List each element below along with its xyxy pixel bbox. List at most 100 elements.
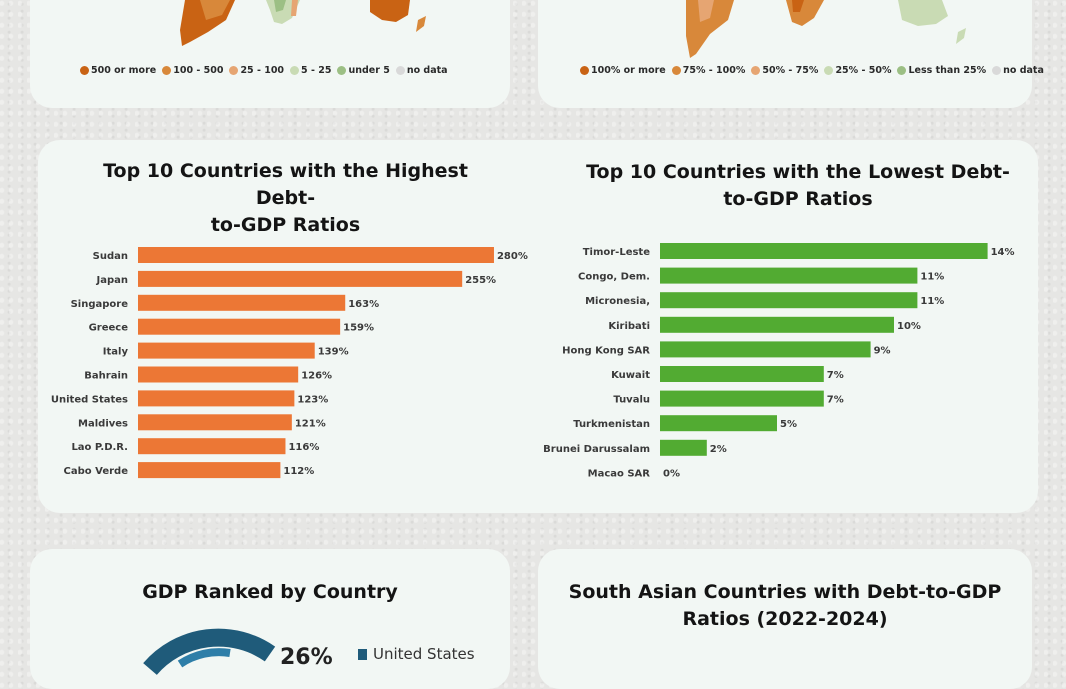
gdp-map-legend-item: 25 - 100: [229, 65, 284, 76]
debt-map-legend-swatch: [671, 66, 681, 75]
gdp-map-australia: [370, 0, 410, 22]
gdp-map-legend-label: 25 - 100: [240, 65, 285, 76]
highest-category-label: Bahrain: [84, 371, 128, 382]
debt-map-legend-item: Less than 25%: [897, 65, 986, 76]
gdp-map-legend-swatch: [229, 66, 239, 75]
lowest-category-label: Turkmenistan: [573, 419, 650, 430]
lowest-debt-bar-chart: Timor-Leste 14% Congo, Dem. 11% Micronesia, 1…: [543, 243, 1015, 479]
debt-map-africa-region: [792, 0, 804, 12]
highest-category-label: Cabo Verde: [64, 466, 129, 477]
south-asia-card: South Asian Countries with Debt-to-GDP Ra…: [538, 549, 1032, 689]
lowest-bar: [660, 243, 988, 259]
lowest-category-label: Timor-Leste: [583, 247, 651, 258]
debt-map-south-america: [686, 0, 734, 58]
gdp-map-legend-swatch: [337, 66, 347, 75]
gdp-map-legend-swatch: [80, 66, 89, 75]
gdp-map-legend-item: under 5: [337, 65, 390, 76]
lowest-chart-title: Top 10 Countries with the Lowest Debt-to…: [586, 161, 1010, 210]
lowest-category-label: Congo, Dem.: [578, 272, 650, 283]
highest-debt-bar-chart: Sudan 280% Japan 255% Singapore 163% Greece 159…: [51, 247, 528, 479]
gdp-map-legend-label: no data: [406, 65, 448, 76]
gdp-map-legend-item: no data: [395, 65, 448, 76]
gdp-map-legend-item: 100 - 500: [162, 65, 223, 76]
highest-bar: [138, 390, 295, 407]
highest-bar: [138, 438, 286, 455]
debt-map-legend-swatch: [992, 66, 1002, 75]
debt-map: [686, 0, 966, 58]
highest-category-label: Italy: [103, 347, 129, 358]
lowest-bar: [660, 366, 824, 382]
debt-map-legend-swatch: [897, 66, 907, 75]
debt-map-legend-item: no data: [992, 65, 1044, 76]
debt-map-legend: 100% or more 75% - 100% 50% - 75% 25% - 50%…: [580, 65, 1044, 76]
lowest-value-label: 2%: [710, 444, 727, 455]
lowest-value-label: 5%: [780, 419, 797, 430]
lowest-value-label: 9%: [874, 345, 891, 356]
highest-value-label: 112%: [283, 466, 314, 477]
lowest-bar: [660, 439, 707, 456]
lowest-bar: [660, 415, 777, 432]
gdp-rank-card: GDP Ranked by Country 26% United States: [30, 549, 510, 689]
gdp-map-africa: [266, 0, 300, 24]
debt-map-legend-item: 25% - 50%: [824, 65, 891, 76]
gdp-rank-title: GDP Ranked by Country: [142, 581, 398, 603]
gdp-donut: [143, 628, 276, 676]
lowest-value-label: 10%: [897, 321, 921, 332]
highest-value-label: 123%: [297, 394, 328, 405]
gdp-map-madagascar: [291, 0, 298, 16]
debt-map-legend-swatch: [580, 66, 589, 75]
highest-bar: [138, 462, 281, 479]
highest-value-label: 126%: [301, 371, 332, 382]
debt-bar-charts-card: Top 10 Countries with the Highest Debt-t…: [38, 140, 1038, 513]
gdp-map-legend: 500 or more 100 - 500 25 - 100 5 - 25 under …: [80, 65, 448, 76]
highest-bar: [138, 318, 341, 335]
gdp-top-country: United States: [373, 645, 475, 663]
gdp-map-legend-item: 5 - 25: [290, 65, 331, 76]
lowest-bar: [660, 341, 871, 358]
legend-swatch: [358, 648, 367, 660]
highest-bar: [138, 414, 292, 431]
debt-map-legend-label: 50% - 75%: [762, 65, 819, 76]
gdp-map-card: 500 or more 100 - 500 25 - 100 5 - 25 under …: [30, 0, 510, 108]
debt-map-legend-label: 75% - 100%: [682, 65, 746, 76]
debt-map-australia: [898, 0, 948, 26]
gdp-map-legend-label: 500 or more: [91, 65, 157, 76]
debt-map-legend-label: 100% or more: [591, 65, 666, 76]
lowest-value-label: 11%: [920, 296, 944, 307]
lowest-value-label: 7%: [827, 370, 844, 381]
gdp-map-legend-item: 500 or more: [80, 65, 156, 76]
highest-value-label: 121%: [295, 418, 326, 429]
gdp-donut-legend: United States: [358, 645, 475, 663]
south-asia-title: South Asian Countries with Debt-to-GDP Ra…: [568, 581, 1002, 630]
highest-value-label: 255%: [465, 275, 496, 286]
highest-category-label: Greece: [89, 323, 129, 334]
gdp-map-africa-region: [274, 0, 286, 12]
lowest-value-label: 7%: [827, 395, 844, 406]
highest-chart-title: Top 10 Countries with the Highest Debt-t…: [103, 160, 468, 236]
lowest-bar: [660, 267, 918, 284]
highest-category-label: Japan: [96, 275, 129, 286]
lowest-bar: [660, 292, 918, 309]
lowest-category-label: Kiribati: [608, 321, 650, 332]
debt-map-legend-swatch: [751, 66, 761, 75]
lowest-category-label: Tuvalu: [613, 395, 650, 406]
gdp-map-legend-label: under 5: [348, 65, 390, 76]
highest-bar: [138, 294, 346, 311]
highest-value-label: 116%: [288, 442, 319, 453]
highest-bar: [138, 342, 315, 359]
debt-map-legend-swatch: [824, 66, 834, 75]
gdp-map-south-america-region: [200, 0, 230, 20]
debt-map-legend-label: Less than 25%: [908, 65, 987, 76]
highest-category-label: Singapore: [71, 299, 129, 310]
gdp-map: [180, 0, 426, 46]
debt-map-legend-item: 100% or more: [580, 65, 666, 76]
gdp-map-legend-label: 100 - 500: [173, 65, 224, 76]
lowest-category-label: Hong Kong SAR: [562, 345, 650, 356]
debt-map-south-america-region: [698, 0, 714, 22]
highest-value-label: 159%: [343, 323, 374, 334]
gdp-map-legend-swatch: [290, 66, 300, 75]
debt-map-legend-label: no data: [1003, 65, 1044, 76]
gdp-map-legend-swatch: [395, 66, 405, 75]
gdp-map-legend-swatch: [162, 66, 172, 75]
highest-value-label: 139%: [318, 347, 349, 358]
